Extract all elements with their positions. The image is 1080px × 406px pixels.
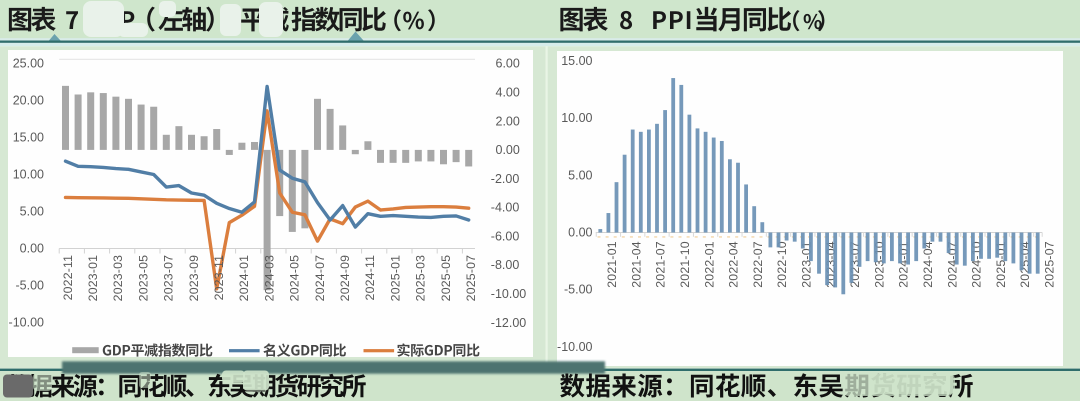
svg-text:2023-05: 2023-05 [136, 255, 150, 302]
svg-text:2021-04: 2021-04 [629, 241, 643, 288]
svg-text:2023-07: 2023-07 [162, 255, 176, 302]
svg-text:2025-03: 2025-03 [414, 255, 428, 302]
svg-text:2.00: 2.00 [496, 114, 520, 128]
svg-text:2023-01: 2023-01 [86, 255, 100, 302]
svg-text:-5.00: -5.00 [564, 283, 593, 297]
svg-text:2025-07: 2025-07 [1043, 241, 1057, 288]
svg-text:25.00: 25.00 [13, 57, 44, 71]
svg-text:4.00: 4.00 [496, 85, 520, 99]
svg-text:15.00: 15.00 [561, 54, 592, 68]
svg-text:2023-03: 2023-03 [111, 255, 125, 302]
svg-text:2022-04: 2022-04 [727, 241, 741, 288]
svg-text:2025-05: 2025-05 [439, 255, 453, 302]
svg-text:2024-01: 2024-01 [237, 255, 251, 302]
svg-text:2025-07: 2025-07 [464, 255, 478, 302]
svg-text:-6.00: -6.00 [491, 229, 520, 243]
svg-text:5.00: 5.00 [20, 205, 44, 219]
svg-text:-2.00: -2.00 [491, 172, 520, 186]
svg-text:10.00: 10.00 [561, 111, 592, 125]
svg-text:2024-03: 2024-03 [262, 255, 276, 302]
svg-text:-12.00: -12.00 [491, 316, 526, 330]
svg-text:-5.00: -5.00 [16, 279, 45, 293]
svg-text:2021-10: 2021-10 [678, 241, 692, 288]
svg-text:2024-11: 2024-11 [363, 255, 377, 301]
svg-text:0.00: 0.00 [496, 143, 520, 157]
svg-text:6.00: 6.00 [496, 57, 520, 71]
svg-text:2022-07: 2022-07 [751, 241, 765, 288]
svg-text:-10.00: -10.00 [491, 287, 526, 301]
svg-text:-8.00: -8.00 [491, 258, 520, 272]
svg-text:2023-11: 2023-11 [212, 255, 226, 301]
svg-text:2025-01: 2025-01 [388, 255, 402, 302]
svg-text:15.00: 15.00 [13, 131, 44, 145]
svg-text:2024-04: 2024-04 [921, 241, 935, 288]
svg-text:10.00: 10.00 [13, 168, 44, 182]
svg-text:2022-11: 2022-11 [61, 255, 75, 301]
svg-text:2022-01: 2022-01 [702, 241, 716, 288]
svg-text:2023-09: 2023-09 [187, 255, 201, 302]
svg-text:-10.00: -10.00 [557, 340, 592, 354]
svg-text:-4.00: -4.00 [491, 201, 520, 215]
svg-text:2021-01: 2021-01 [605, 241, 619, 288]
svg-text:2022-10: 2022-10 [775, 241, 789, 288]
svg-text:20.00: 20.00 [13, 94, 44, 108]
svg-text:-10.00: -10.00 [9, 316, 44, 330]
svg-text:0.00: 0.00 [20, 242, 44, 256]
svg-text:2024-05: 2024-05 [288, 255, 302, 302]
svg-text:2024-07: 2024-07 [313, 255, 327, 302]
svg-text:2024-09: 2024-09 [338, 255, 352, 302]
svg-text:2021-07: 2021-07 [654, 241, 668, 288]
svg-text:5.00: 5.00 [568, 168, 592, 182]
svg-text:0.00: 0.00 [568, 226, 592, 240]
